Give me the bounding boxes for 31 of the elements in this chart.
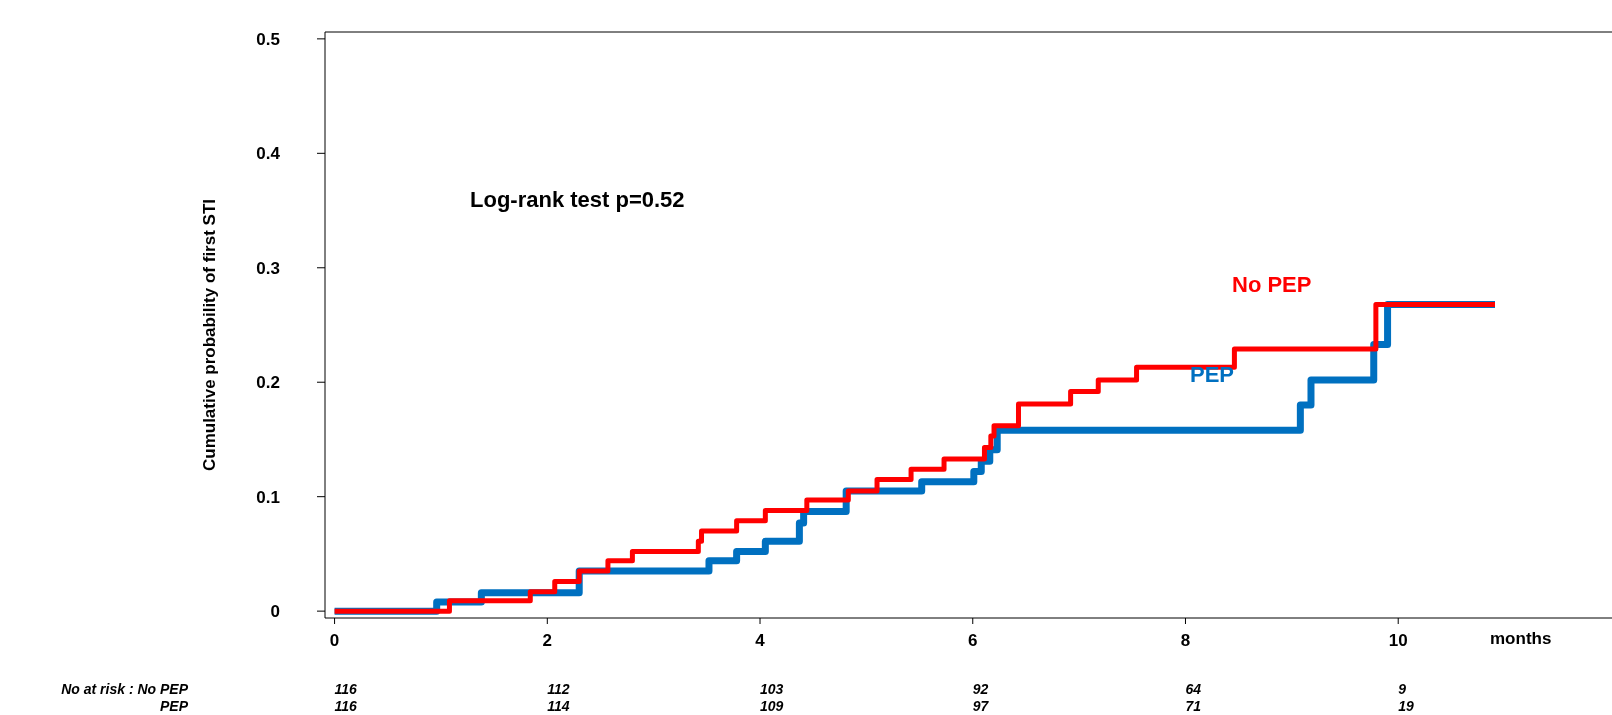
x-tick-label: 6: [968, 631, 978, 650]
x-tick-label: 2: [542, 631, 553, 650]
y-tick-label: 0.2: [256, 373, 280, 393]
x-tick-label: 0: [329, 631, 340, 650]
text: 103: [760, 681, 784, 697]
series-label: PEP: [1190, 362, 1235, 387]
text: 19: [1398, 698, 1414, 714]
text: 64: [1185, 681, 1202, 697]
y-tick-label: 0.5: [256, 29, 280, 49]
y-tick-label: 0.4: [256, 144, 281, 164]
y-tick-label: 0: [270, 602, 280, 622]
text: 116: [334, 698, 358, 714]
text: 92: [972, 681, 989, 697]
text: No at risk : No PEP: [61, 681, 189, 697]
text: 116: [334, 681, 358, 697]
y-tick-label: 0.1: [256, 487, 280, 507]
text: 71: [1185, 698, 1202, 714]
x-tick-label: 8: [1180, 631, 1191, 650]
x-tick-label: 4: [755, 631, 766, 650]
text: PEP: [159, 698, 189, 714]
text: 109: [760, 698, 784, 714]
annotation: Log-rank test p=0.52: [470, 187, 685, 212]
text: 114: [547, 698, 570, 714]
text: 97: [972, 698, 990, 714]
y-axis-title: Cumulative probability of first STI: [200, 198, 219, 472]
x-axis-title: months: [1490, 629, 1552, 648]
text: No PEP: [1232, 272, 1312, 297]
x-tick-label: 10: [1388, 631, 1408, 650]
y-tick-label: 0.3: [256, 258, 280, 278]
text: 9: [1398, 681, 1407, 697]
text: 112: [547, 681, 570, 697]
